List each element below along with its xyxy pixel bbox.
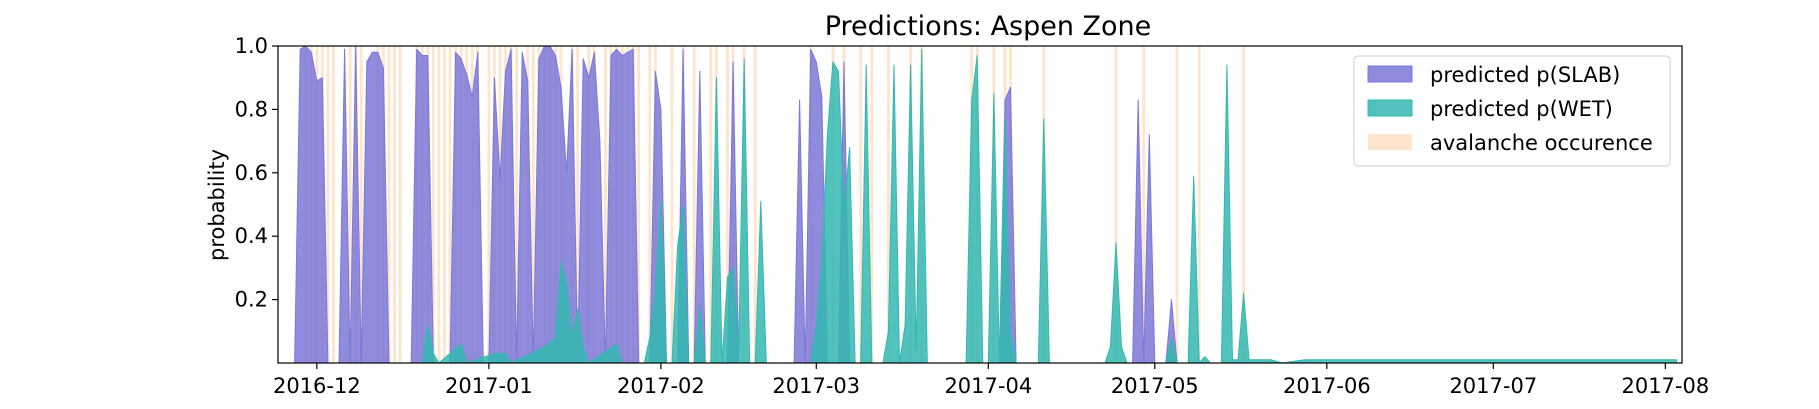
x-tick-label: 2017-08: [1621, 374, 1709, 398]
avalanche-band: [1242, 46, 1245, 363]
legend-swatch: [1367, 99, 1413, 117]
avalanche-band: [531, 46, 535, 363]
avalanche-band: [1175, 46, 1179, 363]
y-axis: 0.2 0.4 0.6 0.8 1.0: [235, 34, 278, 312]
avalanche-band: [859, 46, 863, 363]
avalanche-band: [515, 46, 519, 363]
avalanche-band: [887, 46, 890, 363]
x-tick-label: 2016-12: [273, 374, 361, 398]
plot-frame: [277, 45, 1683, 364]
avalanche-band: [326, 46, 330, 363]
legend-swatch: [1368, 134, 1412, 150]
avalanche-band: [1142, 46, 1146, 363]
x-tick-label: 2017-03: [772, 374, 860, 398]
legend-label: avalanche occurence: [1430, 131, 1653, 155]
x-tick-label: 2017-05: [1111, 374, 1199, 398]
avalanche-band: [398, 46, 402, 363]
x-tick-label: 2017-02: [617, 374, 705, 398]
chart-title: Predictions: Aspen Zone: [825, 11, 1152, 42]
avalanche-band: [709, 46, 713, 363]
avalanche-band: [348, 46, 352, 363]
y-tick-label: 0.4: [235, 224, 268, 248]
y-tick-label: 0.8: [235, 97, 268, 121]
legend-swatch: [1367, 65, 1413, 83]
avalanche-band: [576, 46, 580, 363]
legend: predicted p(SLAB) predicted p(WET) avalanc…: [1353, 55, 1671, 167]
avalanche-band: [726, 46, 729, 363]
avalanche-band: [393, 46, 396, 363]
y-tick-label: 0.2: [235, 288, 268, 312]
x-tick-label: 2017-06: [1283, 374, 1371, 398]
legend-label: predicted p(WET): [1430, 97, 1613, 121]
avalanche-band: [448, 46, 452, 363]
avalanche-band: [437, 46, 441, 363]
avalanche-band: [637, 46, 641, 363]
avalanche-band: [648, 46, 652, 363]
x-tick-label: 2017-01: [445, 374, 533, 398]
avalanche-band: [753, 46, 757, 363]
avalanche-band: [387, 46, 391, 363]
avalanche-band: [870, 46, 874, 363]
avalanche-band: [487, 46, 491, 363]
avalanche-band: [443, 46, 446, 363]
avalanche-band: [670, 46, 674, 363]
x-axis: 2016-12 2017-01 2017-02 2017-03 2017-04 2017-…: [273, 363, 1709, 398]
avalanche-band: [692, 46, 696, 363]
avalanche-band: [604, 46, 607, 363]
prediction-series: [278, 46, 1677, 363]
y-tick-label: 1.0: [235, 34, 268, 58]
avalanche-band: [332, 46, 335, 363]
avalanche-band: [431, 46, 435, 363]
avalanche-band: [1114, 46, 1118, 363]
avalanche-occurrence-bands: [304, 46, 1245, 363]
avalanche-band: [359, 46, 363, 363]
series-area-slab: [294, 46, 1178, 363]
avalanche-band: [1197, 46, 1201, 363]
y-tick-label: 0.6: [235, 161, 268, 185]
legend-label: predicted p(SLAB): [1430, 63, 1620, 87]
series-area-wet: [278, 48, 1677, 363]
legend-box: [1353, 55, 1671, 167]
x-tick-label: 2017-07: [1449, 374, 1537, 398]
y-axis-label: probability: [205, 149, 229, 261]
x-tick-label: 2017-04: [944, 374, 1032, 398]
